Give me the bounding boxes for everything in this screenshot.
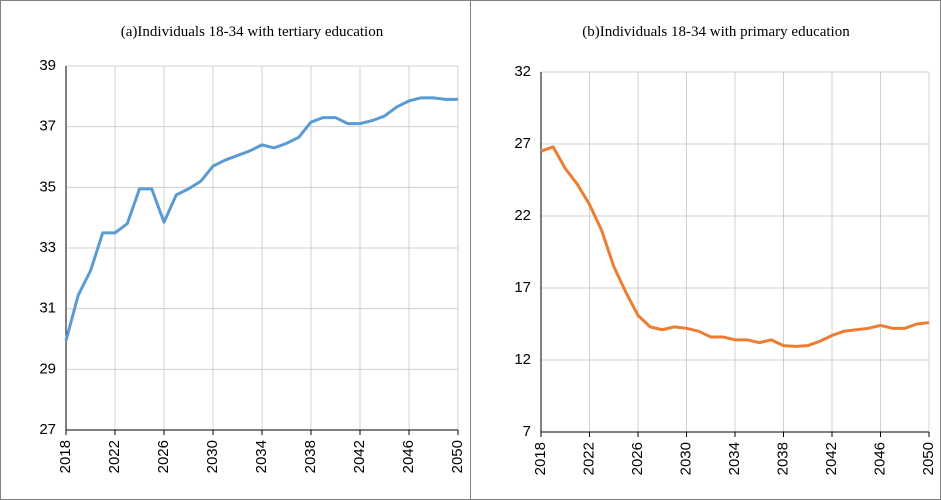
- y-tick-label: 17: [514, 279, 531, 296]
- x-tick-label: 2038: [302, 440, 319, 473]
- y-tick-label: 35: [39, 178, 56, 195]
- y-tick-label: 22: [514, 207, 531, 224]
- data-line: [540, 145, 930, 348]
- y-tick-label: 7: [523, 423, 531, 440]
- y-tick-label: 27: [514, 135, 531, 152]
- y-tick-label: 12: [514, 351, 531, 368]
- x-tick-label: 2022: [106, 440, 123, 473]
- y-tick-label: 29: [39, 360, 56, 377]
- x-tick-label: 2018: [57, 440, 74, 473]
- x-tick-label: 2034: [253, 440, 270, 473]
- y-tick-label: 37: [39, 118, 56, 135]
- x-tick-label: 2046: [871, 442, 888, 475]
- x-tick-label: 2042: [351, 440, 368, 473]
- data-line: [64, 96, 458, 341]
- x-tick-label: 2042: [823, 442, 840, 475]
- y-tick-label: 33: [39, 239, 56, 256]
- y-tick-label: 39: [39, 57, 56, 74]
- x-tick-label: 2030: [204, 440, 221, 473]
- x-tick-label: 2034: [726, 442, 743, 475]
- x-tick-label: 2018: [532, 442, 549, 475]
- y-tick-label: 27: [39, 421, 56, 438]
- x-tick-label: 2050: [920, 442, 937, 475]
- x-tick-label: 2026: [155, 440, 172, 473]
- chart-title: (b)Individuals 18-34 with primary educat…: [582, 24, 850, 40]
- x-tick-label: 2022: [580, 442, 597, 475]
- chart-title: (a)Individuals 18-34 with tertiary educa…: [121, 24, 384, 40]
- x-tick-label: 2026: [629, 442, 646, 475]
- x-tick-label: 2050: [449, 440, 466, 473]
- y-tick-label: 32: [514, 63, 531, 80]
- x-tick-label: 2038: [774, 442, 791, 475]
- x-tick-label: 2030: [677, 442, 694, 475]
- y-tick-label: 31: [39, 300, 56, 317]
- x-tick-label: 2046: [400, 440, 417, 473]
